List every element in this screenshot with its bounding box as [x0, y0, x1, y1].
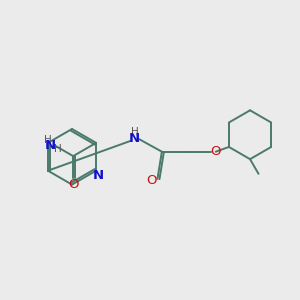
Text: N: N	[45, 139, 56, 152]
Text: N: N	[129, 132, 140, 145]
Text: N: N	[93, 169, 104, 182]
Text: O: O	[146, 174, 157, 188]
Text: O: O	[211, 145, 221, 158]
Text: H: H	[131, 127, 139, 137]
Text: O: O	[68, 178, 78, 191]
Text: H: H	[54, 144, 62, 154]
Text: H: H	[44, 135, 52, 145]
